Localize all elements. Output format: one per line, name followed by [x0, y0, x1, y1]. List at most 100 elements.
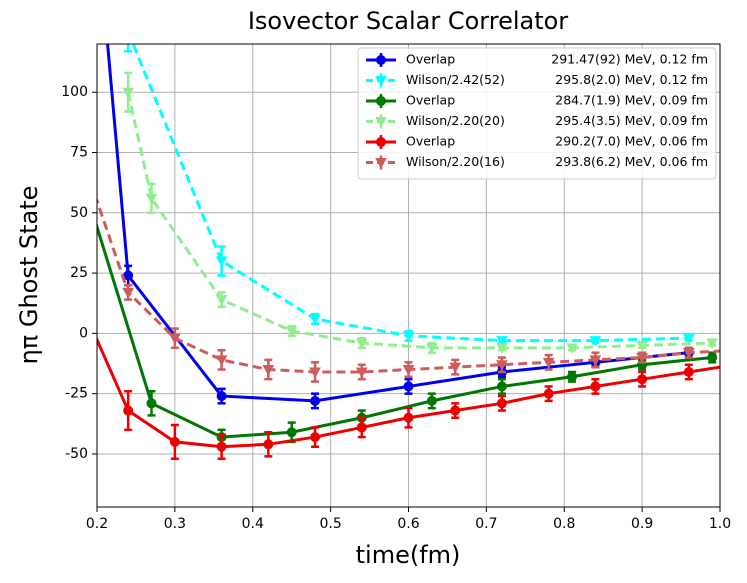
marker	[216, 391, 227, 402]
marker	[637, 374, 648, 385]
x-tick-label: 0.3	[164, 516, 186, 532]
marker	[402, 331, 415, 342]
marker	[310, 432, 321, 443]
series-line	[97, 221, 713, 439]
series-line	[106, 44, 690, 403]
legend-info: 295.8(2.0) MeV, 0.12 fm	[555, 72, 708, 87]
error-bar	[77, 165, 85, 189]
legend-label: Wilson/2.20(16)	[406, 154, 505, 169]
marker	[589, 355, 602, 366]
marker	[449, 362, 462, 374]
marker	[355, 338, 368, 350]
series-line	[126, 91, 713, 350]
x-tick-label: 0.8	[553, 516, 575, 532]
marker	[123, 405, 134, 416]
legend-label: Overlap	[406, 93, 455, 108]
marker	[731, 346, 741, 355]
legend-box	[357, 47, 717, 180]
marker	[216, 441, 227, 452]
legend-info: 293.8(6.2) MeV, 0.06 fm	[555, 154, 708, 169]
marker	[543, 388, 554, 399]
error-bar	[732, 357, 740, 371]
marker	[426, 343, 438, 354]
marker	[309, 314, 321, 325]
marker	[731, 360, 740, 369]
marker	[123, 28, 133, 37]
legend-info: 295.4(3.5) MeV, 0.09 fm	[555, 113, 708, 128]
marker	[403, 381, 414, 392]
marker	[426, 395, 437, 406]
legend-info: 291.47(92) MeV, 0.12 fm	[551, 52, 708, 67]
x-tick-label: 0.9	[631, 516, 653, 532]
marker	[496, 381, 507, 392]
marker	[450, 405, 461, 416]
marker	[376, 55, 386, 65]
y-tick-label: 0	[79, 325, 88, 341]
marker	[496, 336, 508, 347]
y-axis-label: ηπ Ghost State	[15, 186, 43, 365]
legend-label: Overlap	[406, 134, 455, 149]
marker	[77, 172, 86, 181]
marker	[375, 117, 387, 128]
marker	[146, 398, 157, 409]
marker	[263, 439, 274, 450]
error-bar	[732, 345, 740, 355]
marker	[285, 326, 298, 337]
marker	[77, 300, 86, 309]
marker	[496, 343, 508, 354]
y-tick-label: -25	[65, 386, 88, 402]
marker	[310, 395, 321, 406]
marker	[683, 348, 695, 359]
marker	[496, 398, 507, 409]
marker	[707, 352, 718, 363]
y-tick-label: 25	[70, 265, 88, 281]
marker	[309, 367, 321, 378]
legend-label: Overlap	[406, 52, 455, 67]
legend-info: 284.7(1.9) MeV, 0.09 fm	[555, 93, 708, 108]
x-tick-label: 0.7	[475, 516, 497, 532]
marker	[590, 381, 601, 392]
legend-info: 290.2(7.0) MeV, 0.06 fm	[555, 134, 708, 149]
marker	[286, 427, 297, 438]
legend-label: Wilson/2.42(52)	[406, 72, 505, 87]
marker	[122, 287, 134, 299]
x-tick-label: 0.2	[86, 516, 108, 532]
marker	[215, 256, 228, 268]
marker	[215, 355, 228, 366]
y-tick-label: 100	[61, 84, 88, 100]
x-tick-label: 0.6	[397, 516, 419, 532]
marker	[496, 360, 508, 371]
y-tick-label: 50	[70, 205, 88, 221]
x-axis-label: time(fm)	[356, 541, 461, 569]
marker	[566, 343, 578, 354]
error-bar	[77, 285, 85, 324]
marker	[375, 158, 387, 169]
marker	[636, 340, 648, 352]
plot-frame	[96, 43, 721, 508]
legend-label: Wilson/2.20(20)	[406, 113, 505, 128]
marker	[567, 371, 578, 382]
marker	[215, 295, 228, 306]
marker	[706, 338, 719, 350]
marker	[589, 336, 602, 347]
marker	[375, 76, 387, 87]
marker	[262, 365, 275, 376]
marker	[355, 367, 368, 378]
marker	[169, 436, 180, 447]
marker	[403, 412, 414, 423]
marker	[542, 357, 555, 369]
marker	[683, 333, 695, 345]
x-tick-label: 0.5	[319, 516, 341, 532]
error-bar	[124, 44, 133, 53]
marker	[376, 96, 386, 106]
y-tick-label: 75	[70, 145, 88, 161]
marker	[169, 333, 181, 345]
plot-area	[77, 28, 741, 461]
x-tick-label: 1.0	[709, 516, 731, 532]
marker	[376, 137, 386, 147]
marker	[683, 366, 694, 377]
x-tick-label: 0.4	[242, 516, 264, 532]
chart-title: Isovector Scalar Correlator	[248, 7, 568, 35]
marker	[356, 422, 367, 433]
